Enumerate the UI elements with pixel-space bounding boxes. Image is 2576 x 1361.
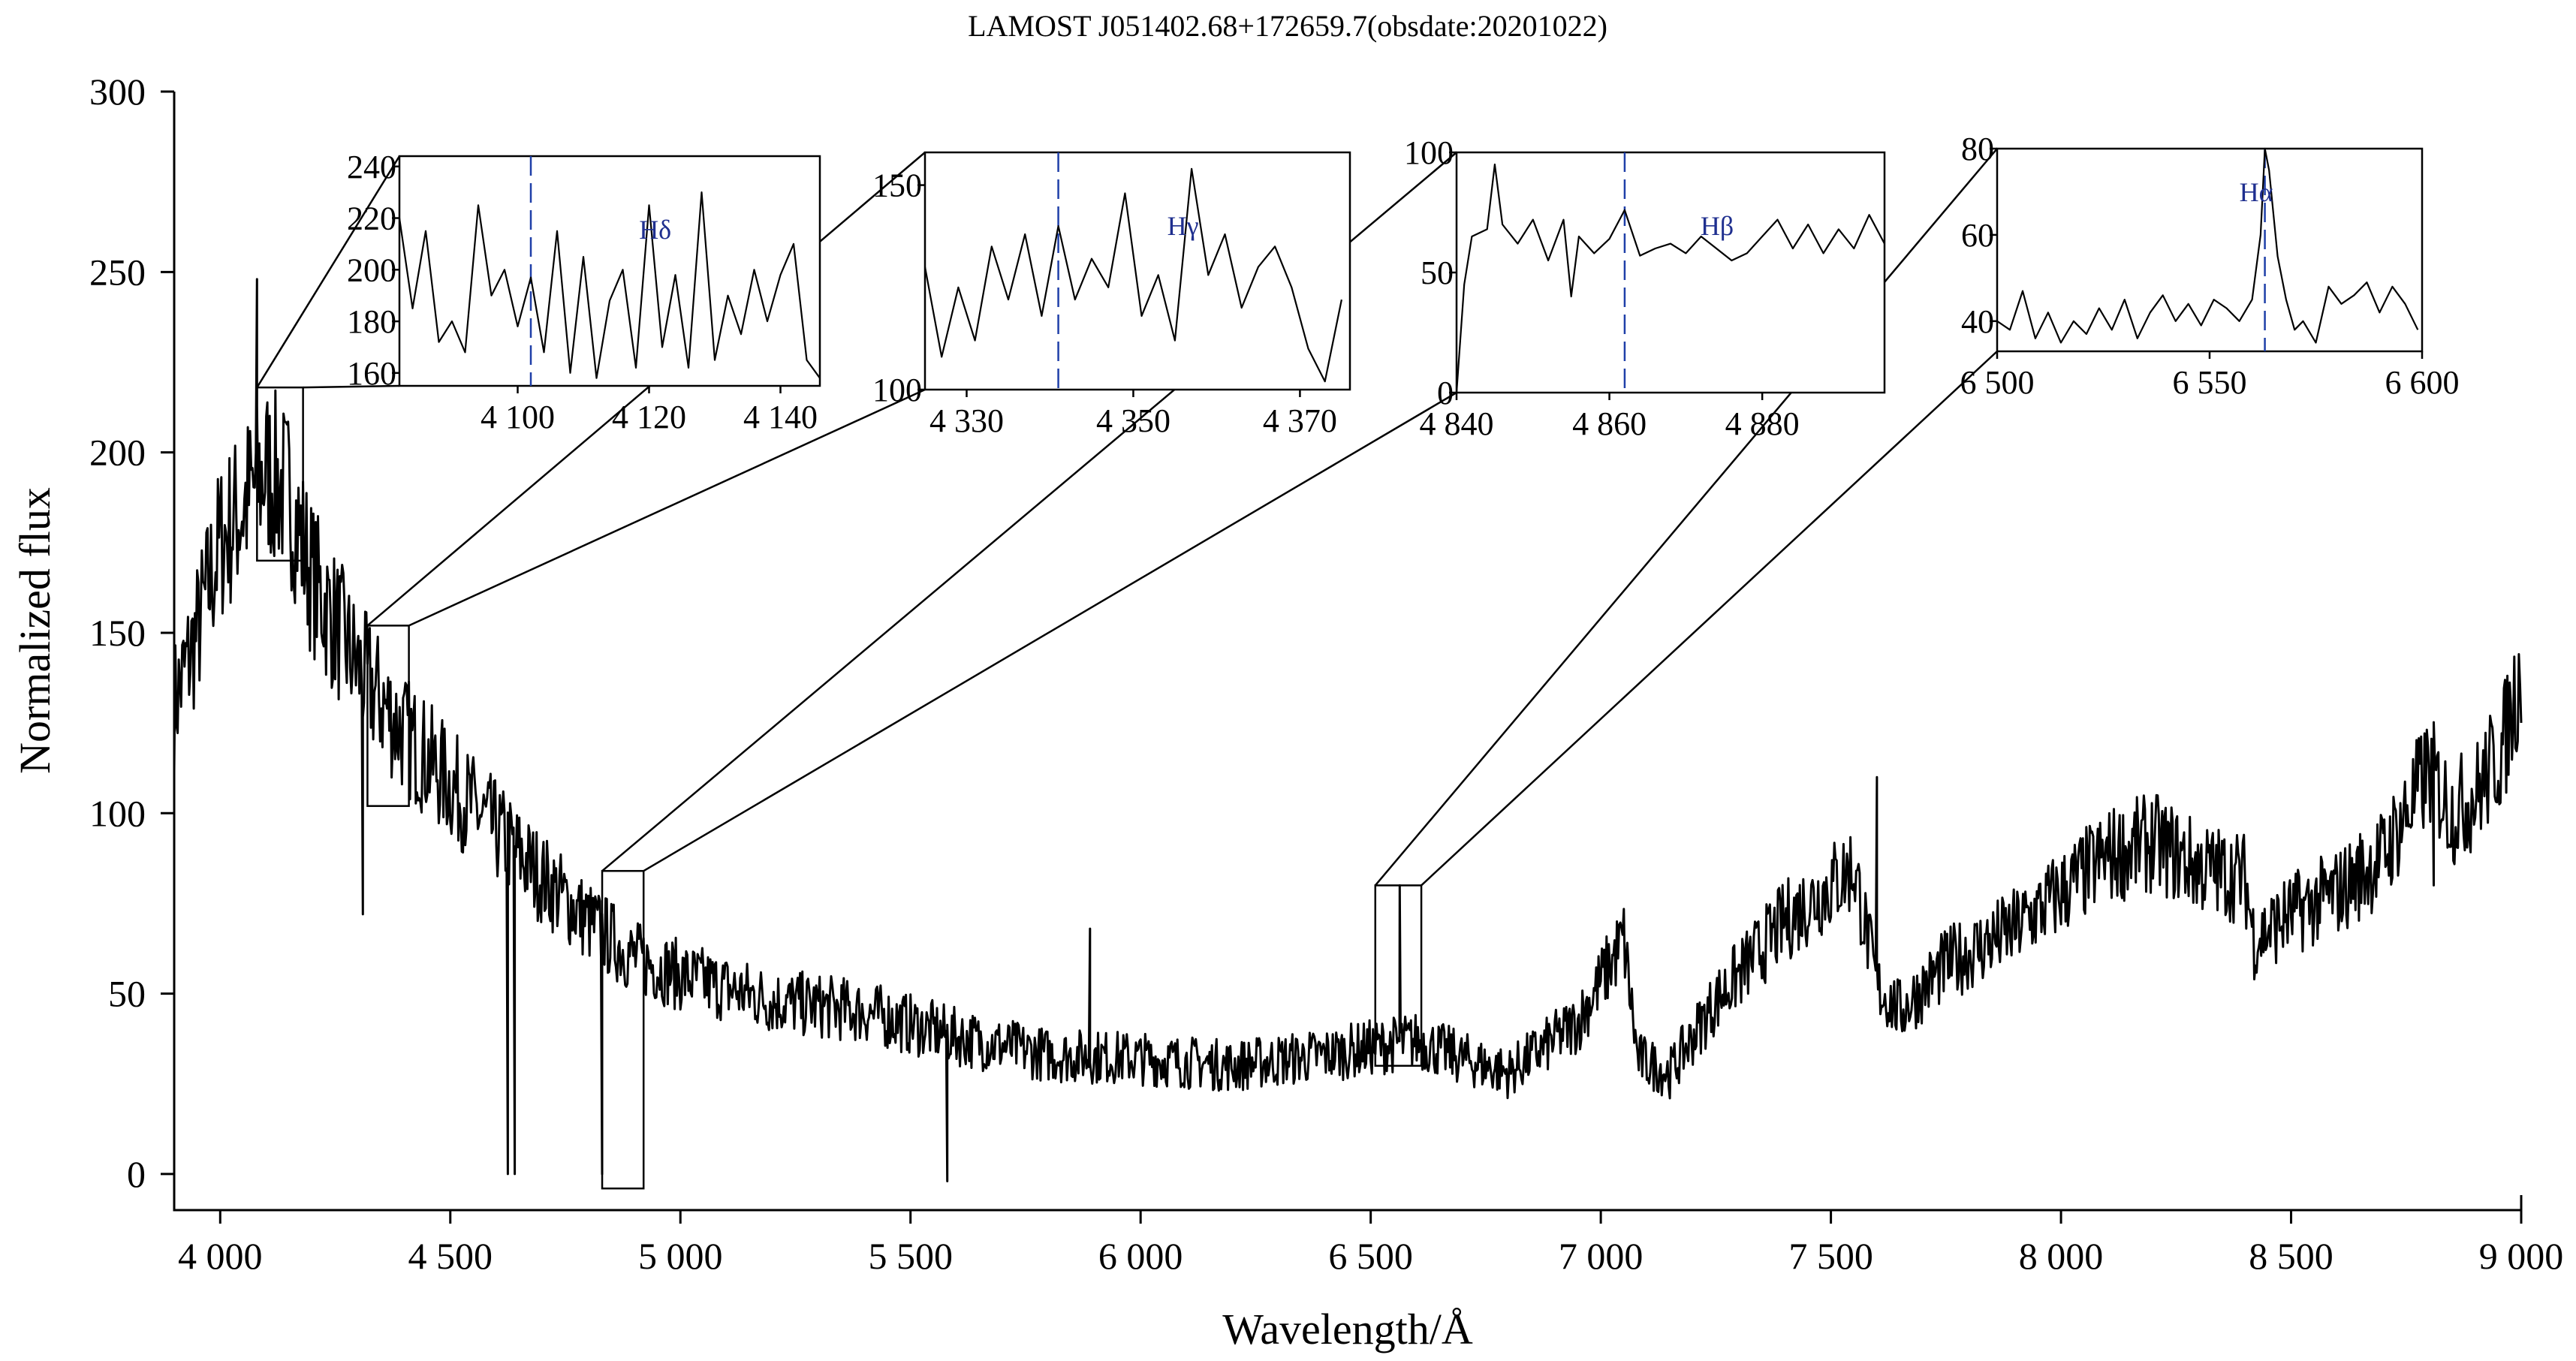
inset-y-tick-label: 240 <box>347 149 396 185</box>
x-tick-label: 8 500 <box>2249 1235 2333 1277</box>
connector-line <box>256 155 401 388</box>
main-y-ticks: 0 50 100 150 200 250 300 <box>89 71 174 1195</box>
connector-line <box>303 384 400 389</box>
inset-y-tick-label: 0 <box>1437 375 1454 411</box>
inset-x-tick-label: 4 350 <box>1096 402 1170 439</box>
inset-hbeta: 4 840 4 860 4 880 0 50 100 Hβ <box>1404 134 1886 442</box>
zoom-box <box>1374 884 1423 1067</box>
x-tick-label: 7 000 <box>1559 1235 1644 1277</box>
connector-line <box>408 388 926 627</box>
y-tick-label: 300 <box>89 71 146 113</box>
connector-line <box>1421 351 1998 887</box>
x-tick-label: 7 500 <box>1788 1235 1873 1277</box>
inset-x-tick-label: 4 860 <box>1572 405 1647 442</box>
inset-frame <box>1455 151 1886 394</box>
inset-x-tick-label: 4 120 <box>612 399 686 435</box>
x-tick-label: 5 500 <box>868 1235 953 1277</box>
inset-y-tick-label: 40 <box>1961 303 1994 340</box>
inset-x-tick-label: 6 500 <box>1960 364 2035 401</box>
main-plot: 4 000 4 500 5 000 5 500 6 000 6 500 7 000 7 500… <box>11 71 2563 1353</box>
spectral-line-label: Hβ <box>1701 211 1734 241</box>
inset-y-tick-label: 200 <box>347 251 396 288</box>
y-axis-label: Normalized flux <box>11 487 59 774</box>
inset-spectrum-line <box>1455 163 1885 393</box>
inset-spectrum-line <box>923 167 1342 383</box>
x-tick-label: 4 500 <box>408 1235 493 1277</box>
x-tick-label: 6 500 <box>1328 1235 1413 1277</box>
spectral-line-label: Hδ <box>639 215 671 245</box>
inset-frame <box>923 151 1351 391</box>
y-tick-label: 150 <box>89 612 146 654</box>
inset-x-tick-label: 4 140 <box>743 399 818 435</box>
x-tick-label: 8 000 <box>2019 1235 2104 1277</box>
y-tick-label: 50 <box>108 973 146 1015</box>
inset-y-tick-label: 80 <box>1961 131 1994 167</box>
y-tick-label: 250 <box>89 251 146 293</box>
inset-halpha: 6 500 6 550 6 600 40 60 80 Hα <box>1960 131 2460 401</box>
connector-line <box>643 391 1457 872</box>
inset-frame <box>398 155 821 387</box>
zoom-connectors <box>256 148 1998 887</box>
spectral-line-label: Hα <box>2240 177 2273 207</box>
y-tick-label: 0 <box>127 1153 146 1195</box>
inset-x-tick-label: 4 330 <box>929 402 1004 439</box>
x-tick-label: 5 000 <box>638 1235 723 1277</box>
main-x-ticks: 4 000 4 500 5 000 5 500 6 000 6 500 7 000 7 500… <box>178 1210 2563 1277</box>
y-tick-label: 200 <box>89 432 146 474</box>
inset-spectrum-line <box>1996 147 2419 344</box>
inset-x-tick-label: 4 100 <box>481 399 555 435</box>
inset-x-tick-label: 4 370 <box>1263 402 1337 439</box>
inset-frame <box>1996 147 2424 353</box>
inset-y-tick-label: 160 <box>347 355 396 392</box>
spectral-line-label: Hγ <box>1167 211 1199 241</box>
inset-x-tick-label: 6 600 <box>2385 364 2460 401</box>
inset-y-tick-label: 150 <box>872 167 922 204</box>
connector-line <box>1374 148 1998 887</box>
inset-spectrum-line <box>398 191 821 379</box>
x-tick-label: 9 000 <box>2479 1235 2564 1277</box>
x-axis-label: Wavelength/Å <box>1222 1305 1473 1353</box>
x-tick-label: 4 000 <box>178 1235 263 1277</box>
chart-title: LAMOST J051402.68+172659.7(obsdate:20201… <box>968 9 1607 43</box>
inset-hdelta: 4 100 4 120 4 140 160 180 200 220 240 Hδ <box>347 149 821 435</box>
inset-x-tick-label: 4 840 <box>1420 405 1494 442</box>
inset-y-tick-label: 100 <box>1404 134 1454 171</box>
inset-y-tick-label: 220 <box>347 200 396 237</box>
x-tick-label: 6 000 <box>1098 1235 1183 1277</box>
inset-y-tick-label: 100 <box>872 372 922 408</box>
main-spectrum-line <box>173 278 2523 1182</box>
inset-y-tick-label: 60 <box>1961 217 1994 254</box>
zoom-box <box>601 869 645 1190</box>
inset-y-tick-label: 50 <box>1421 254 1454 291</box>
inset-hgamma: 4 330 4 350 4 370 100 150 Hγ <box>872 151 1351 439</box>
y-tick-label: 100 <box>89 792 146 834</box>
inset-x-tick-label: 6 550 <box>2173 364 2247 401</box>
connector-line <box>366 152 926 627</box>
inset-y-tick-label: 180 <box>347 303 396 340</box>
inset-x-tick-label: 4 880 <box>1725 405 1800 442</box>
